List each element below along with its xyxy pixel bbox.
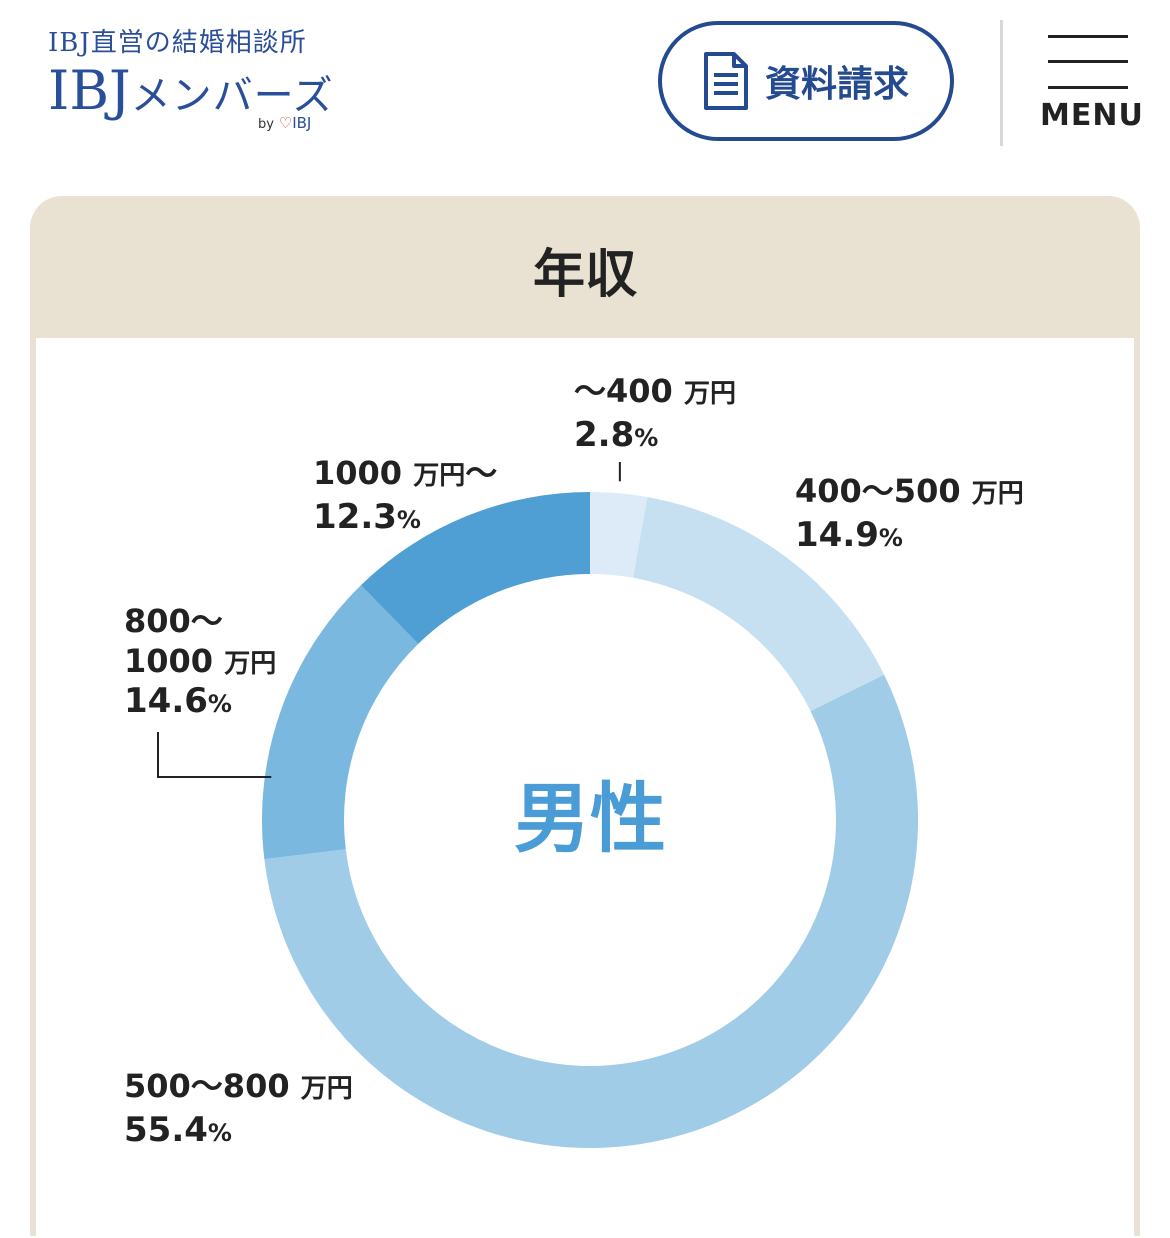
donut-slice: [264, 674, 919, 1148]
slice-label: 500〜800 万円 55.4%: [124, 1067, 353, 1150]
slice-label-name: 〜400 万円: [574, 372, 736, 410]
site-logo[interactable]: IBJ直営の結婚相談所 IBJメンバーズ by ♡IBJ: [48, 22, 334, 132]
card-title: 年収: [532, 245, 637, 305]
hamburger-icon-bar: [1048, 35, 1128, 38]
hamburger-icon-bar: [1048, 86, 1128, 89]
logo-kana: メンバーズ: [130, 73, 334, 119]
slice-label: 1000 万円〜 12.3%: [313, 454, 497, 537]
slice-label-percent: 55.4%: [124, 1110, 232, 1150]
slice-label: 400〜500 万円 14.9%: [795, 472, 1024, 555]
slice-label-percent: 2.8%: [574, 415, 658, 455]
slice-label-percent: 14.9%: [795, 515, 903, 555]
slice-label-name: 1000 万円〜: [313, 454, 497, 492]
header-divider: [1000, 20, 1003, 146]
menu-button[interactable]: MENU: [1040, 30, 1144, 140]
slice-label-percent: 12.3%: [313, 497, 421, 537]
slice-label-name: 1000 万円: [124, 642, 276, 680]
slice-label-name: 500〜800 万円: [124, 1067, 353, 1105]
leader-line: [157, 732, 272, 778]
document-icon: [703, 52, 748, 110]
chart-center-label: 男性: [514, 774, 666, 863]
site-header: IBJ直営の結婚相談所 IBJメンバーズ by ♡IBJ 資料請求 MENU: [0, 0, 1170, 170]
logo-ibj: IBJ: [48, 59, 131, 122]
slice-label-percent: 14.6%: [124, 681, 232, 721]
logo-byline: by ♡IBJ: [258, 114, 311, 132]
logo-by: by: [258, 117, 274, 132]
donut-slice: [361, 492, 590, 644]
logo-tagline: IBJ直営の結婚相談所: [48, 28, 307, 58]
slice-label: 〜400 万円 2.8%: [574, 372, 736, 455]
slice-label-name: 800〜: [124, 602, 223, 640]
menu-label: MENU: [1040, 98, 1144, 133]
income-card: 年収: [30, 196, 1140, 1238]
document-request-button[interactable]: 資料請求: [658, 21, 954, 141]
donut-slice: [633, 497, 885, 712]
donut-slice: [590, 492, 648, 578]
slice-label-name: 400〜500 万円: [795, 472, 1024, 510]
donut-slice: [262, 585, 419, 860]
document-request-label: 資料請求: [764, 64, 909, 105]
hamburger-icon-bar: [1048, 60, 1128, 63]
heart-icon: ♡: [278, 114, 293, 132]
logo-by-brand: IBJ: [292, 114, 312, 132]
logo-wordmark: IBJメンバーズ: [48, 61, 334, 126]
